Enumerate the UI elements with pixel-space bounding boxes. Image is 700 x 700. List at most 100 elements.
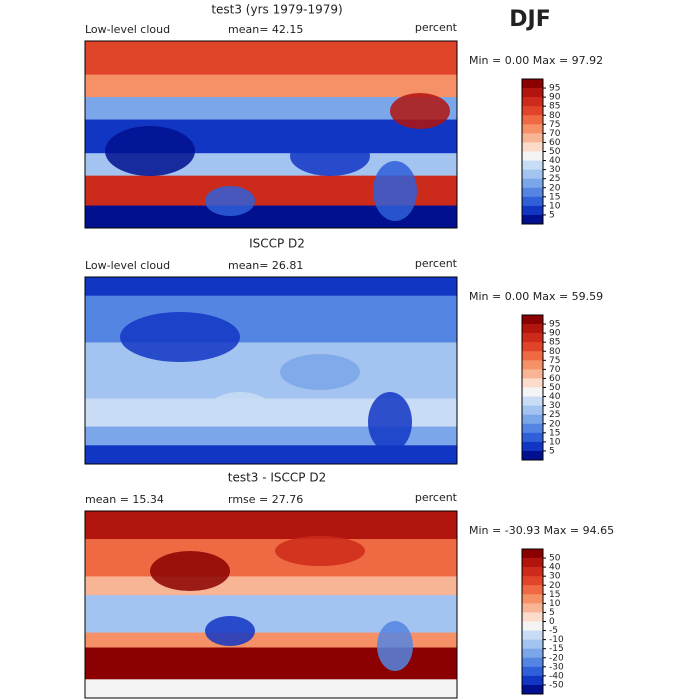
colorbar-box: [522, 396, 543, 406]
colorbar-box: [522, 369, 543, 379]
colorbar-box: [522, 196, 543, 207]
colorbar-label: 15: [549, 428, 560, 438]
colorbar-label: 20: [549, 581, 561, 591]
colorbar-label: -15: [549, 644, 564, 654]
colorbar-box: [522, 441, 543, 452]
colorbar-box: [522, 187, 543, 198]
map-band: [85, 576, 457, 596]
colorbar-label: 40: [549, 156, 561, 166]
map: [84, 40, 458, 229]
colorbar-label: 10: [549, 437, 561, 447]
panel-title: test3 (yrs 1979-1979): [211, 3, 342, 17]
colorbar-box: [522, 423, 543, 434]
colorbar-label: 75: [549, 120, 560, 130]
colorbar-label: 60: [549, 374, 561, 384]
colorbar-box: [522, 160, 543, 170]
colorbar-label: 70: [549, 365, 561, 375]
colorbar-label: 15: [549, 590, 560, 600]
map-band: [85, 426, 457, 446]
map-band: [85, 511, 457, 540]
panel-stat: mean= 26.81: [228, 259, 303, 272]
colorbar-label: 85: [549, 338, 560, 348]
colorbar-label: 50: [549, 383, 561, 393]
map-region: [275, 536, 365, 566]
map-band: [85, 539, 457, 577]
panel-title: ISCCP D2: [249, 237, 305, 251]
colorbar-label: 5: [549, 446, 555, 456]
panel-unit: percent: [415, 257, 458, 270]
figure-title: DJF: [509, 7, 550, 32]
colorbar-box: [522, 351, 543, 361]
colorbar-box: [522, 621, 543, 631]
map-band: [85, 445, 457, 465]
colorbar-label: 30: [549, 165, 561, 175]
map: [84, 276, 458, 465]
colorbar-label: 30: [549, 401, 561, 411]
panel-stat: rmse = 27.76: [228, 493, 303, 506]
colorbar-label: -20: [549, 653, 564, 663]
colorbar-box: [522, 333, 543, 343]
colorbar-label: 25: [549, 174, 560, 184]
map-region: [290, 136, 370, 176]
panel-unit: percent: [415, 21, 458, 34]
colorbar-label: 10: [549, 599, 561, 609]
colorbar-box: [522, 594, 543, 604]
colorbar-label: 5: [549, 210, 555, 220]
colorbar-label: 40: [549, 392, 561, 402]
colorbar-label: 95: [549, 320, 560, 330]
panel-unit: percent: [415, 491, 458, 504]
colorbar-box: [522, 97, 543, 107]
colorbar-label: -5: [549, 626, 558, 636]
colorbar-box: [522, 315, 543, 325]
panel-title: test3 - ISCCP D2: [228, 471, 326, 485]
colorbar-box: [522, 567, 543, 577]
map-region: [105, 126, 195, 176]
map-region: [150, 551, 230, 591]
map-region: [390, 93, 450, 129]
colorbar-label: 15: [549, 192, 560, 202]
panel-range: Min = -30.93 Max = 94.65: [469, 524, 614, 537]
colorbar-label: -40: [549, 671, 564, 681]
colorbar-box: [522, 151, 543, 161]
colorbar-box: [522, 106, 543, 116]
colorbar-label: 10: [549, 201, 561, 211]
map-region: [377, 621, 413, 671]
colorbar-box: [522, 387, 543, 397]
colorbar-box: [522, 214, 543, 225]
panel-label: Low-level cloud: [85, 259, 170, 272]
colorbar-box: [522, 585, 543, 595]
colorbar-label: 80: [549, 347, 561, 357]
colorbar-box: [522, 342, 543, 352]
map-region: [210, 392, 270, 422]
colorbar-box: [522, 639, 543, 649]
colorbar-label: 25: [549, 410, 560, 420]
colorbar-box: [522, 432, 543, 443]
colorbar-box: [522, 576, 543, 586]
colorbar-box: [522, 603, 543, 613]
map-frame: [84, 276, 458, 465]
colorbar-box: [522, 324, 543, 334]
colorbar-label: 90: [549, 329, 561, 339]
panel-range: Min = 0.00 Max = 59.59: [469, 290, 603, 303]
colorbar-box: [522, 549, 543, 559]
colorbar-box: [522, 124, 543, 134]
map-region: [205, 616, 255, 646]
colorbar-box: [522, 612, 543, 622]
panel-stat: mean= 42.15: [228, 23, 303, 36]
colorbar-label: 75: [549, 356, 560, 366]
colorbar-box: [522, 79, 543, 89]
colorbar-box: [522, 675, 543, 686]
colorbar-box: [522, 169, 543, 179]
colorbar-box: [522, 558, 543, 568]
colorbar-label: 30: [549, 572, 561, 582]
map-region: [368, 392, 412, 452]
colorbar-box: [522, 142, 543, 152]
colorbar-box: [522, 378, 543, 388]
colorbar-label: -50: [549, 680, 564, 690]
map-band: [85, 74, 457, 98]
colorbar-box: [522, 360, 543, 370]
colorbar-label: 70: [549, 129, 561, 139]
map-frame: [84, 510, 458, 699]
map-band: [85, 632, 457, 649]
colorbar-box: [522, 88, 543, 98]
